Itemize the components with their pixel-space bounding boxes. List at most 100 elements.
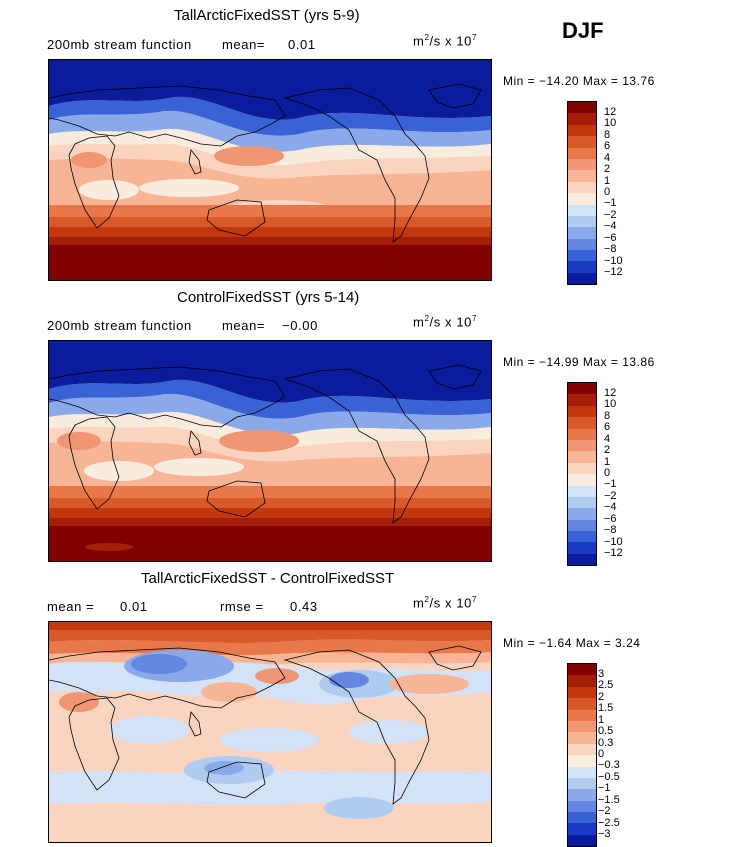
panel3-tick: −3: [598, 828, 611, 840]
panel1-tick: −4: [604, 220, 617, 232]
panel2-swatch: [568, 394, 596, 406]
panel2-tick: 6: [604, 421, 611, 433]
panel2-field-label: 200mb stream function: [47, 318, 192, 333]
panel2-swatch: [568, 508, 596, 520]
panel3-tick: −1: [598, 782, 611, 794]
panel1-minmax: Min = −14.20 Max = 13.76: [503, 74, 655, 88]
panel2-tick: −12: [604, 547, 623, 559]
panel3-units: m2/s x 107: [413, 595, 478, 611]
panel3-minmax: Min = −1.64 Max = 3.24: [503, 636, 641, 650]
panel1-tick: −12: [604, 266, 623, 278]
panel3-rmse-label: rmse =: [220, 599, 264, 614]
panel2-tick: 10: [604, 398, 617, 410]
panel3-tick: 0.3: [598, 737, 614, 749]
panel2-tick: 1: [604, 456, 611, 468]
panel1-swatch: [568, 113, 596, 125]
panel3-tick: 2: [598, 691, 605, 703]
panel3-tick: −0.3: [598, 759, 620, 771]
panel2-mean-value: −0.00: [282, 318, 318, 333]
panel2-tick: 0: [604, 467, 611, 479]
panel1-swatch: [568, 124, 596, 137]
panel1-swatch: [568, 215, 596, 228]
panel1-swatch: [568, 136, 596, 148]
panel1-swatch: [568, 170, 596, 182]
panel3-tick: −2.5: [598, 817, 620, 829]
panel1-swatch: [568, 147, 596, 159]
panel2-mean-label: mean=: [222, 318, 266, 333]
panel3-tick: 0: [598, 748, 605, 760]
panel1-tick: 12: [604, 106, 617, 118]
panel1-field-label: 200mb stream function: [47, 37, 192, 52]
panel1-tick: −8: [604, 243, 617, 255]
panel1-tick: −1: [604, 197, 617, 209]
panel1-tick: −6: [604, 232, 617, 244]
panel3-rmse-value: 0.43: [290, 599, 318, 614]
panel3-swatch: [568, 686, 596, 699]
panel2-swatch: [568, 451, 596, 463]
panel3-tick: −0.5: [598, 771, 620, 783]
panel2-tick: 8: [604, 410, 611, 422]
panel3-tick: −2: [598, 805, 611, 817]
panel3-mean-value: 0.01: [120, 599, 148, 614]
panel2-tick: 2: [604, 444, 611, 456]
panel1-tick: −10: [604, 255, 623, 267]
panel3-swatch: [568, 777, 596, 790]
panel2-tick: −2: [604, 490, 617, 502]
panel1-map: [48, 59, 492, 281]
panel2-tick: −8: [604, 524, 617, 536]
panel1-mean-label: mean=: [222, 37, 266, 52]
panel2-swatch: [568, 542, 596, 554]
panel2-map: [48, 340, 492, 562]
panel3-swatch: [568, 732, 596, 744]
panel3-tick: 1: [598, 714, 605, 726]
panel1-colorbar: [567, 101, 597, 286]
panel3-tick: 0.5: [598, 725, 614, 737]
panel3-swatch: [568, 789, 596, 801]
panel2-tick: 4: [604, 433, 611, 445]
panel2-swatch: [568, 462, 596, 475]
panel2-swatch: [568, 405, 596, 418]
panel1-swatch: [568, 193, 596, 205]
panel3-map: [48, 621, 492, 843]
panel2-tick: 12: [604, 387, 617, 399]
panel3-swatch: [568, 800, 596, 813]
panel2-swatch: [568, 474, 596, 486]
panel3-tick: 3: [598, 668, 605, 680]
panel3-swatch: [568, 823, 596, 835]
panel1-tick: −2: [604, 209, 617, 221]
panel2-swatch: [568, 439, 596, 452]
panel3-swatch: [568, 812, 596, 824]
panel2-swatch: [568, 428, 596, 440]
panel2-colorbar: [567, 382, 597, 567]
panel1-tick: 2: [604, 163, 611, 175]
panel1-tick: 10: [604, 117, 617, 129]
panel2-tick: −1: [604, 478, 617, 490]
panel1-units: m2/s x 107: [413, 33, 478, 49]
panel3-colorbar: [567, 663, 597, 847]
panel1-tick: 4: [604, 152, 611, 164]
panel2-swatch: [568, 383, 596, 395]
panel3-title: TallArcticFixedSST - ControlFixedSST: [141, 570, 395, 587]
panel3-swatch: [568, 766, 596, 778]
panel2-minmax: Min = −14.99 Max = 13.86: [503, 355, 655, 369]
panel2-swatch: [568, 553, 596, 566]
panel3-swatch: [568, 743, 596, 756]
panel1-swatch: [568, 181, 596, 194]
panel3-tick: −1.5: [598, 794, 620, 806]
panel3-mean-label: mean =: [47, 599, 95, 614]
panel2-tick: −10: [604, 536, 623, 548]
panel1-swatch: [568, 102, 596, 114]
panel1-swatch: [568, 227, 596, 239]
panel3-swatch: [568, 709, 596, 721]
panel2-tick: −4: [604, 501, 617, 513]
panel2-tick: −6: [604, 513, 617, 525]
panel3-swatch: [568, 698, 596, 710]
panel1-mean-value: 0.01: [288, 37, 316, 52]
panel2-title: ControlFixedSST (yrs 5-14): [177, 289, 360, 306]
panel1-tick: 8: [604, 129, 611, 141]
panel1-tick: 0: [604, 186, 611, 198]
panel3-swatch: [568, 834, 596, 847]
panel1-title: TallArcticFixedSST (yrs 5-9): [174, 7, 360, 24]
panel3-contour-field: [49, 622, 491, 842]
panel2-swatch: [568, 531, 596, 543]
